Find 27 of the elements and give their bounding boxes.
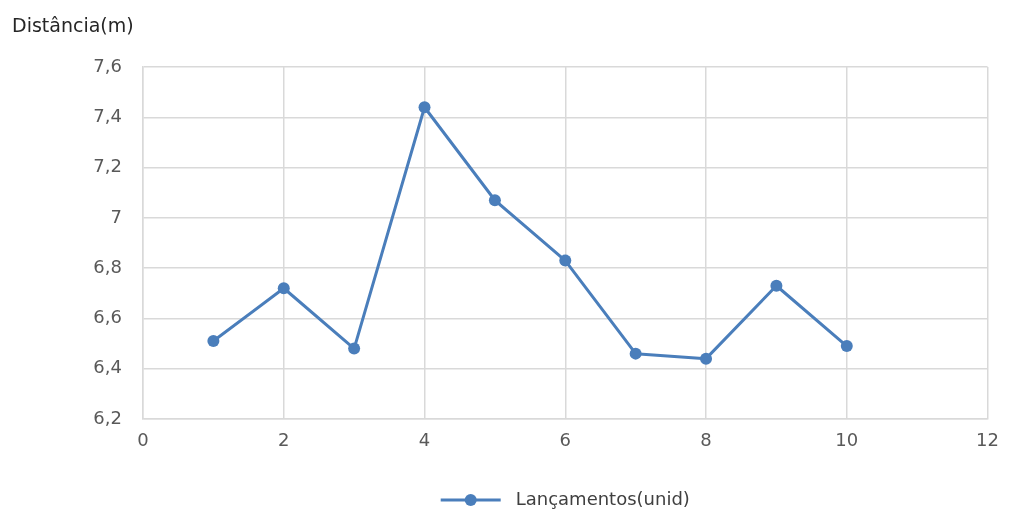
- point: [277, 282, 290, 295]
- x-tick-label: 4: [418, 429, 431, 451]
- point: [488, 194, 501, 207]
- point: [207, 335, 220, 348]
- legend-label: Lançamentos(unid): [515, 487, 690, 509]
- point: [840, 340, 853, 353]
- y-axis-title: Distância(m): [12, 13, 134, 36]
- y-tick-label: 7,4: [93, 104, 122, 126]
- point: [629, 347, 642, 360]
- point: [700, 352, 713, 365]
- x-tick-label: 6: [559, 429, 571, 451]
- point: [348, 342, 361, 355]
- y-tick-label: 6,6: [93, 306, 122, 328]
- x-tick-label: 0: [137, 429, 149, 451]
- x-tick-label: 8: [700, 429, 712, 451]
- y-tick-label: 6,2: [93, 406, 122, 428]
- x-tick-label: 12: [976, 429, 999, 451]
- y-tick-label: 6,8: [93, 255, 122, 277]
- y-tick-label: 6,4: [93, 356, 122, 378]
- point: [559, 254, 572, 267]
- y-tick-label: 7: [110, 205, 122, 227]
- x-tick-label: 2: [278, 429, 290, 451]
- y-tick-label: 7,2: [93, 155, 122, 177]
- point: [770, 279, 783, 292]
- x-tick-label: 10: [835, 429, 859, 451]
- point: [418, 101, 431, 114]
- y-tick-label: 7,6: [93, 54, 122, 76]
